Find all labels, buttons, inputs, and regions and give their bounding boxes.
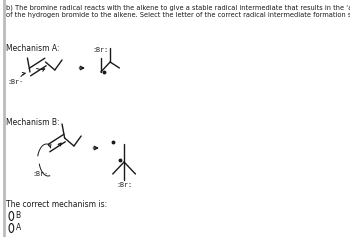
Text: :Br:: :Br: [116,182,132,188]
Text: A: A [15,223,21,232]
Circle shape [9,211,14,220]
Text: b) The bromine radical reacts with the alkene to give a stable radical intermedi: b) The bromine radical reacts with the a… [6,4,350,18]
Text: The correct mechanism is:: The correct mechanism is: [6,200,107,209]
Text: B: B [15,211,21,220]
Text: :Br·: :Br· [7,79,23,85]
Text: Mechanism B:: Mechanism B: [6,118,60,127]
Text: Mechanism A:: Mechanism A: [6,44,60,53]
Text: :Br:: :Br: [93,47,109,53]
Text: :Br·: :Br· [32,171,48,177]
Circle shape [9,223,14,232]
